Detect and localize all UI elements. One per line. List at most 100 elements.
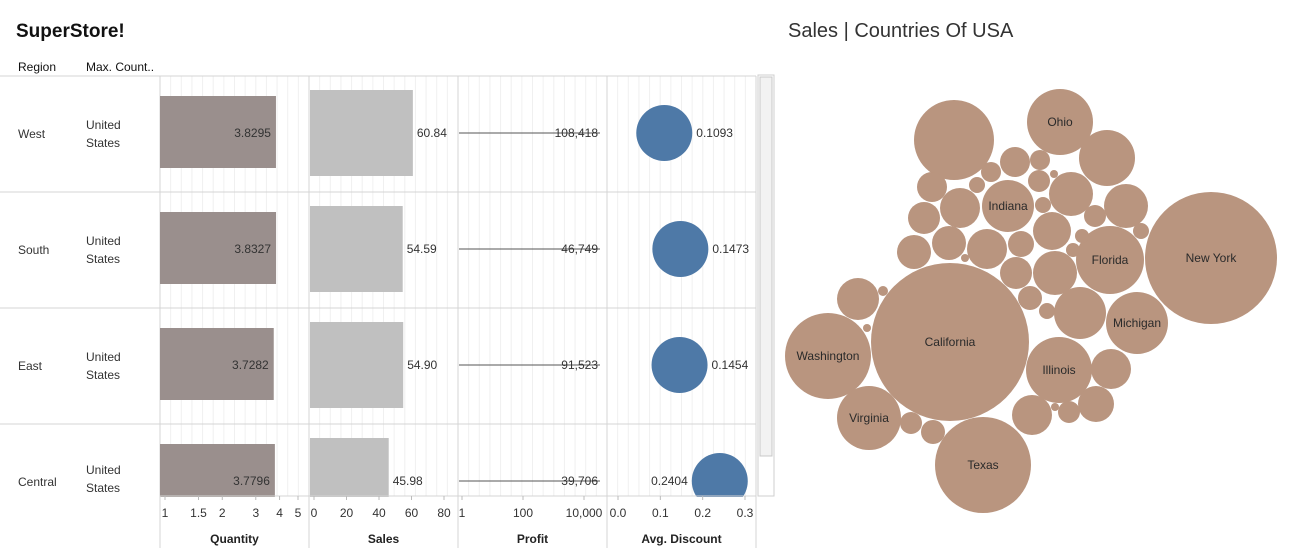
state-bubble xyxy=(967,229,1007,269)
state-bubble-florida xyxy=(1076,226,1144,294)
country-label[interactable]: States xyxy=(86,136,121,150)
state-label: Indiana xyxy=(988,199,1028,213)
discount-label: 0.1454 xyxy=(712,358,749,372)
quantity-bar xyxy=(160,212,277,284)
discount-tick-label: 0.1 xyxy=(652,506,669,520)
state-bubble xyxy=(961,254,969,262)
quantity-tick-label: 1.5 xyxy=(190,506,207,520)
state-bubble-illinois xyxy=(1026,337,1092,403)
quantity-label: 3.7796 xyxy=(233,474,270,488)
profit-label: 91,523 xyxy=(561,358,598,372)
sales-label: 60.84 xyxy=(417,126,447,140)
state-bubble xyxy=(897,235,931,269)
country-label[interactable]: States xyxy=(86,368,121,382)
region-label[interactable]: Central xyxy=(18,475,57,489)
state-bubble xyxy=(900,412,922,434)
sales-tick-label: 40 xyxy=(372,506,386,520)
sales-axis-title: Sales xyxy=(368,532,400,546)
state-bubble xyxy=(1104,184,1148,228)
discount-tick-label: 0.2 xyxy=(694,506,711,520)
sales-tick-label: 60 xyxy=(405,506,419,520)
state-bubble xyxy=(932,226,966,260)
state-bubble xyxy=(940,188,980,228)
discount-bubble xyxy=(652,221,709,277)
state-bubble xyxy=(921,420,945,444)
state-label: Florida xyxy=(1092,253,1129,267)
quantity-bar xyxy=(160,328,274,400)
sales-tick-label: 80 xyxy=(437,506,451,520)
sales-bubble-chart: New York California Washington Texas Illinoi… xyxy=(785,89,1277,513)
state-bubble xyxy=(1133,223,1149,239)
discount-label: 0.1473 xyxy=(712,242,749,256)
state-bubble xyxy=(1049,172,1093,216)
state-bubble xyxy=(1078,386,1114,422)
state-label: California xyxy=(925,335,976,349)
sales-label: 45.98 xyxy=(393,474,423,488)
state-bubble-washington xyxy=(785,313,871,399)
discount-bubble xyxy=(636,105,693,161)
state-label: Michigan xyxy=(1113,316,1161,330)
country-label[interactable]: States xyxy=(86,252,121,266)
discount-tick-label: 0.3 xyxy=(737,506,754,520)
sales-label: 54.90 xyxy=(407,358,437,372)
state-label: New York xyxy=(1186,251,1238,265)
quantity-tick-label: 1 xyxy=(162,506,169,520)
quantity-label: 3.8295 xyxy=(234,126,271,140)
quantity-tick-label: 2 xyxy=(219,506,226,520)
state-label: Illinois xyxy=(1042,363,1075,377)
state-label: Washington xyxy=(797,349,860,363)
state-bubble xyxy=(917,172,947,202)
country-label[interactable]: United xyxy=(86,463,121,477)
discount-bubble xyxy=(691,453,748,509)
state-bubble xyxy=(837,278,879,320)
profit-tick-label: 10,000 xyxy=(566,506,603,520)
discount-axis-title: Avg. Discount xyxy=(641,532,721,546)
country-label[interactable]: United xyxy=(86,118,121,132)
discount-label: 0.1093 xyxy=(696,126,733,140)
state-bubble xyxy=(908,202,940,234)
region-label[interactable]: East xyxy=(18,359,43,373)
state-bubble-ohio xyxy=(1027,89,1093,155)
state-bubble xyxy=(1084,205,1106,227)
quantity-axis-title: Quantity xyxy=(210,532,259,546)
state-bubble-indiana xyxy=(982,180,1034,232)
state-bubble xyxy=(1008,231,1034,257)
country-label[interactable]: United xyxy=(86,234,121,248)
state-bubble xyxy=(981,162,1001,182)
sales-label: 54.59 xyxy=(407,242,437,256)
state-label: Virginia xyxy=(849,411,889,425)
profit-tick-label: 100 xyxy=(513,506,533,520)
state-bubble xyxy=(1033,212,1071,250)
state-bubble xyxy=(863,324,871,332)
profit-tick-label: 1 xyxy=(459,506,466,520)
country-column-header[interactable]: Max. Count.. xyxy=(86,60,155,74)
sales-tick-label: 0 xyxy=(311,506,318,520)
discount-bubble xyxy=(651,337,708,393)
quantity-label: 3.8327 xyxy=(234,242,271,256)
region-column-header[interactable]: Region xyxy=(18,60,57,74)
quantity-tick-label: 3 xyxy=(252,506,259,520)
quantity-bar xyxy=(160,96,276,168)
bubble-chart-title: Sales | Countries Of USA xyxy=(788,20,1014,42)
state-bubble xyxy=(1039,303,1055,319)
state-bubble xyxy=(1028,170,1050,192)
state-bubble xyxy=(1000,147,1030,177)
quantity-label: 3.7282 xyxy=(232,358,269,372)
sales-tick-label: 20 xyxy=(340,506,354,520)
state-label: Texas xyxy=(967,458,998,472)
discount-label: 0.2404 xyxy=(651,474,688,488)
dashboard-title: SuperStore! xyxy=(16,21,125,42)
state-bubble-michigan xyxy=(1106,292,1168,354)
profit-label: 46,749 xyxy=(561,242,598,256)
state-bubble xyxy=(1033,251,1077,295)
region-label[interactable]: South xyxy=(18,243,50,257)
state-bubble xyxy=(1000,257,1032,289)
state-bubble xyxy=(1058,401,1080,423)
quantity-tick-label: 5 xyxy=(295,506,302,520)
state-bubble xyxy=(1051,403,1059,411)
region-label[interactable]: West xyxy=(18,127,46,141)
country-label[interactable]: United xyxy=(86,350,121,364)
state-bubble xyxy=(969,177,985,193)
state-bubble xyxy=(878,286,888,296)
country-label[interactable]: States xyxy=(86,481,121,495)
